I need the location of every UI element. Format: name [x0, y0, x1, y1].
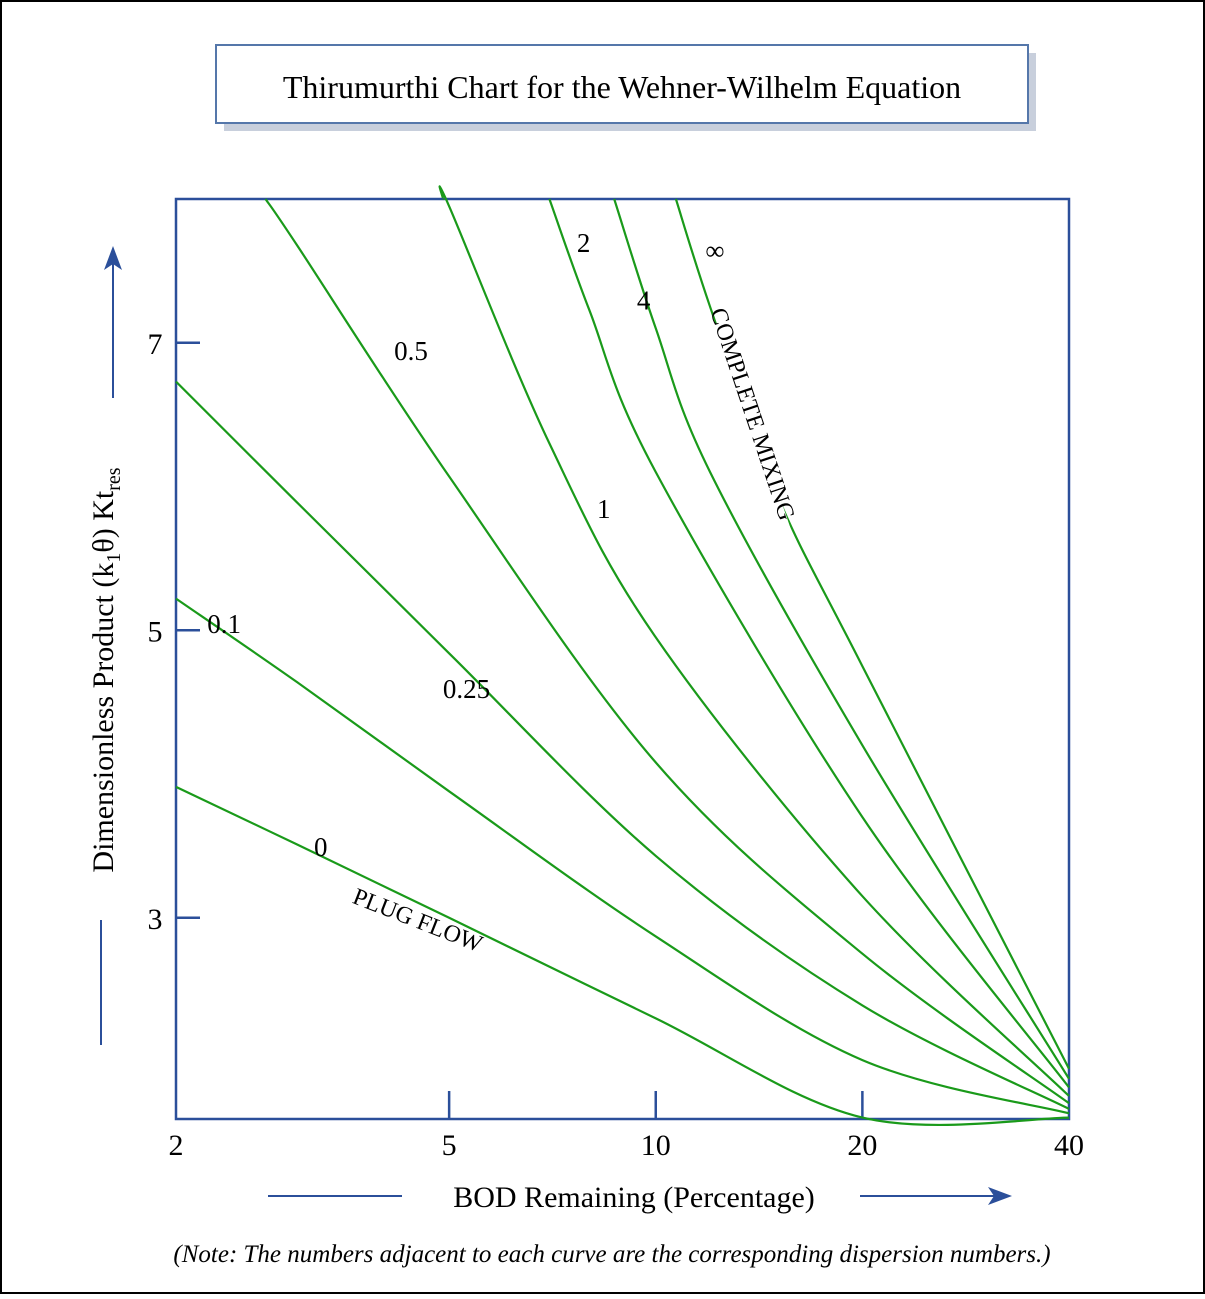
y-arrow-head: [104, 246, 122, 270]
series-line-0: [175, 785, 1070, 1127]
complete-mixing-gap: [705, 322, 811, 593]
series-line-7: [674, 198, 1070, 1070]
plug-flow-gap: [348, 890, 507, 969]
plug-flow-label: PLUG FLOW: [349, 884, 486, 958]
series-line-3: [264, 198, 1070, 1105]
y-label-sub2: res: [103, 467, 125, 491]
curve-label: 0.5: [394, 336, 428, 366]
series-line-6: [613, 198, 1070, 1080]
x-tick-label: 10: [641, 1129, 671, 1162]
curve-label: 0.25: [443, 674, 490, 704]
curve-label: 2: [577, 228, 591, 258]
curve-label: 0: [314, 832, 328, 862]
x-axis-label: BOD Remaining (Percentage): [453, 1181, 815, 1214]
curve-label: 1: [597, 494, 611, 524]
y-tick-label: 7: [148, 328, 163, 361]
series-line-1: [175, 597, 1070, 1115]
y-label-part1: Dimensionless Product (k: [87, 563, 120, 873]
series-line-5: [548, 198, 1070, 1089]
y-tick-label: 5: [148, 615, 163, 648]
curves-group: [175, 185, 1070, 1127]
x-tick-label: 2: [169, 1129, 184, 1162]
curve-label: 0.1: [207, 609, 241, 639]
curve-label: 4: [637, 286, 651, 316]
footnote: (Note: The numbers adjacent to each curv…: [173, 1241, 1050, 1268]
series-line-2: [175, 380, 1070, 1110]
x-tick-label: 5: [442, 1129, 457, 1162]
x-tick-label: 20: [847, 1129, 877, 1162]
y-label-part2: θ) Kt: [87, 490, 120, 553]
x-arrow-head: [988, 1187, 1012, 1205]
title-box: [215, 44, 1029, 124]
plot-area: [174, 197, 1071, 1121]
svg-text:Dimensionless Product (k1θ) K: Dimensionless Product (k1θ) Ktres: [87, 467, 125, 872]
series-line-4: [438, 185, 1070, 1097]
y-label-sub1: 1: [103, 553, 125, 563]
y-axis-label: Dimensionless Product (k1θ) Ktres: [87, 467, 125, 872]
curve-label: ∞: [705, 235, 724, 265]
chart-title: Thirumurthi Chart for the Wehner-Wilhelm…: [283, 69, 961, 105]
y-tick-label: 3: [148, 903, 163, 936]
x-tick-label: 40: [1054, 1129, 1084, 1162]
